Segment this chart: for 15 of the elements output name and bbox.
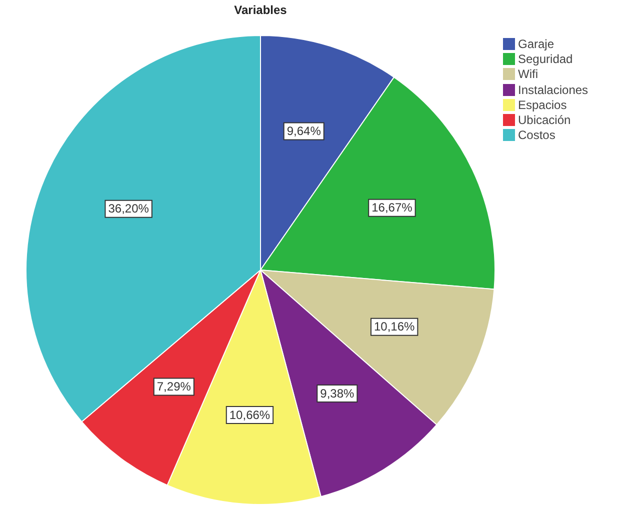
legend-label: Garaje — [518, 36, 554, 51]
legend-label: Espacios — [518, 98, 567, 112]
legend-label: Instalaciones — [518, 82, 588, 97]
legend-label: Seguridad — [518, 52, 573, 66]
data-label: 9,64% — [286, 124, 322, 138]
legend-label: Ubicación — [518, 113, 571, 128]
data-label: 9,38% — [320, 386, 355, 400]
data-label: 7,29% — [156, 380, 192, 394]
data-label: 10,16% — [374, 320, 416, 334]
chart-title: Variables — [233, 3, 288, 17]
data-label: 10,66% — [229, 408, 270, 422]
data-label: 16,67% — [372, 200, 413, 215]
data-label: 36,20% — [108, 202, 150, 216]
legend-label: Costos — [518, 128, 556, 142]
legend-label: Wifi — [518, 67, 538, 82]
